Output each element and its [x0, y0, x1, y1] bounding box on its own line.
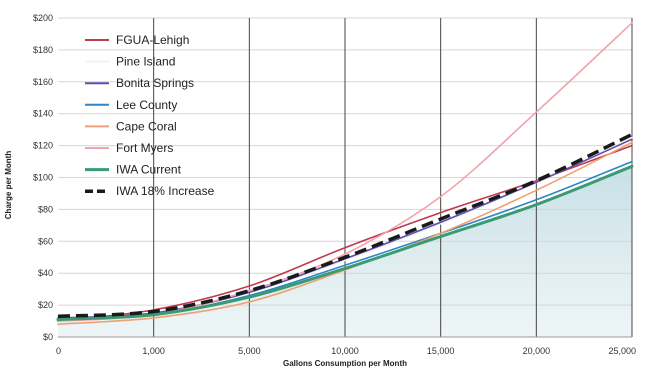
y-tick-label: $0 — [43, 332, 53, 342]
y-tick-label: $200 — [33, 13, 53, 23]
x-tick-label: 0 — [56, 346, 61, 356]
x-tick-label: 10,000 — [331, 346, 359, 356]
x-tick-label: 1,000 — [142, 346, 165, 356]
series-line — [57, 132, 633, 319]
shaded-area — [58, 166, 632, 337]
x-axis-title: Gallons Consumption per Month — [283, 359, 407, 368]
legend: FGUA-Lehigh Pine Island Bonita Springs Lee … — [85, 33, 215, 198]
y-tick-label: $160 — [33, 77, 53, 87]
y-tick-label: $40 — [38, 268, 53, 278]
series-line — [57, 141, 633, 325]
legend-label: Fort Myers — [116, 141, 173, 155]
y-tick-label: $140 — [33, 109, 53, 119]
gridline-layer — [58, 17, 633, 338]
x-tick-label: 15,000 — [427, 346, 455, 356]
series-line — [56, 164, 634, 321]
y-tick-label: $20 — [38, 300, 53, 310]
legend-label: Bonita Springs — [116, 76, 194, 90]
y-tick-label: $100 — [33, 173, 53, 183]
legend-label: FGUA-Lehigh — [116, 33, 189, 47]
legend-label: Lee County — [116, 98, 177, 112]
y-tick-label: $120 — [33, 141, 53, 151]
legend-label: IWA Current — [116, 163, 182, 177]
x-tick-label: 5,000 — [238, 346, 261, 356]
y-tick-label: $60 — [38, 236, 53, 246]
y-tick-label: $180 — [33, 45, 53, 55]
y-tick-label: $80 — [38, 204, 53, 214]
legend-label: Pine Island — [116, 55, 175, 69]
x-tick-label: 25,000 — [608, 346, 636, 356]
axis-layer: $0 $20 $40 $60 $80 $100 $120 $140 $160 $180 $200 0 1… — [33, 13, 636, 356]
x-tick-label: 20,000 — [523, 346, 551, 356]
series-layer — [56, 22, 634, 325]
shaded-area-layer — [58, 166, 632, 337]
legend-label: Cape Coral — [116, 119, 177, 133]
legend-label: IWA 18% Increase — [116, 184, 215, 198]
y-axis-title: Charge per Month — [4, 151, 13, 220]
